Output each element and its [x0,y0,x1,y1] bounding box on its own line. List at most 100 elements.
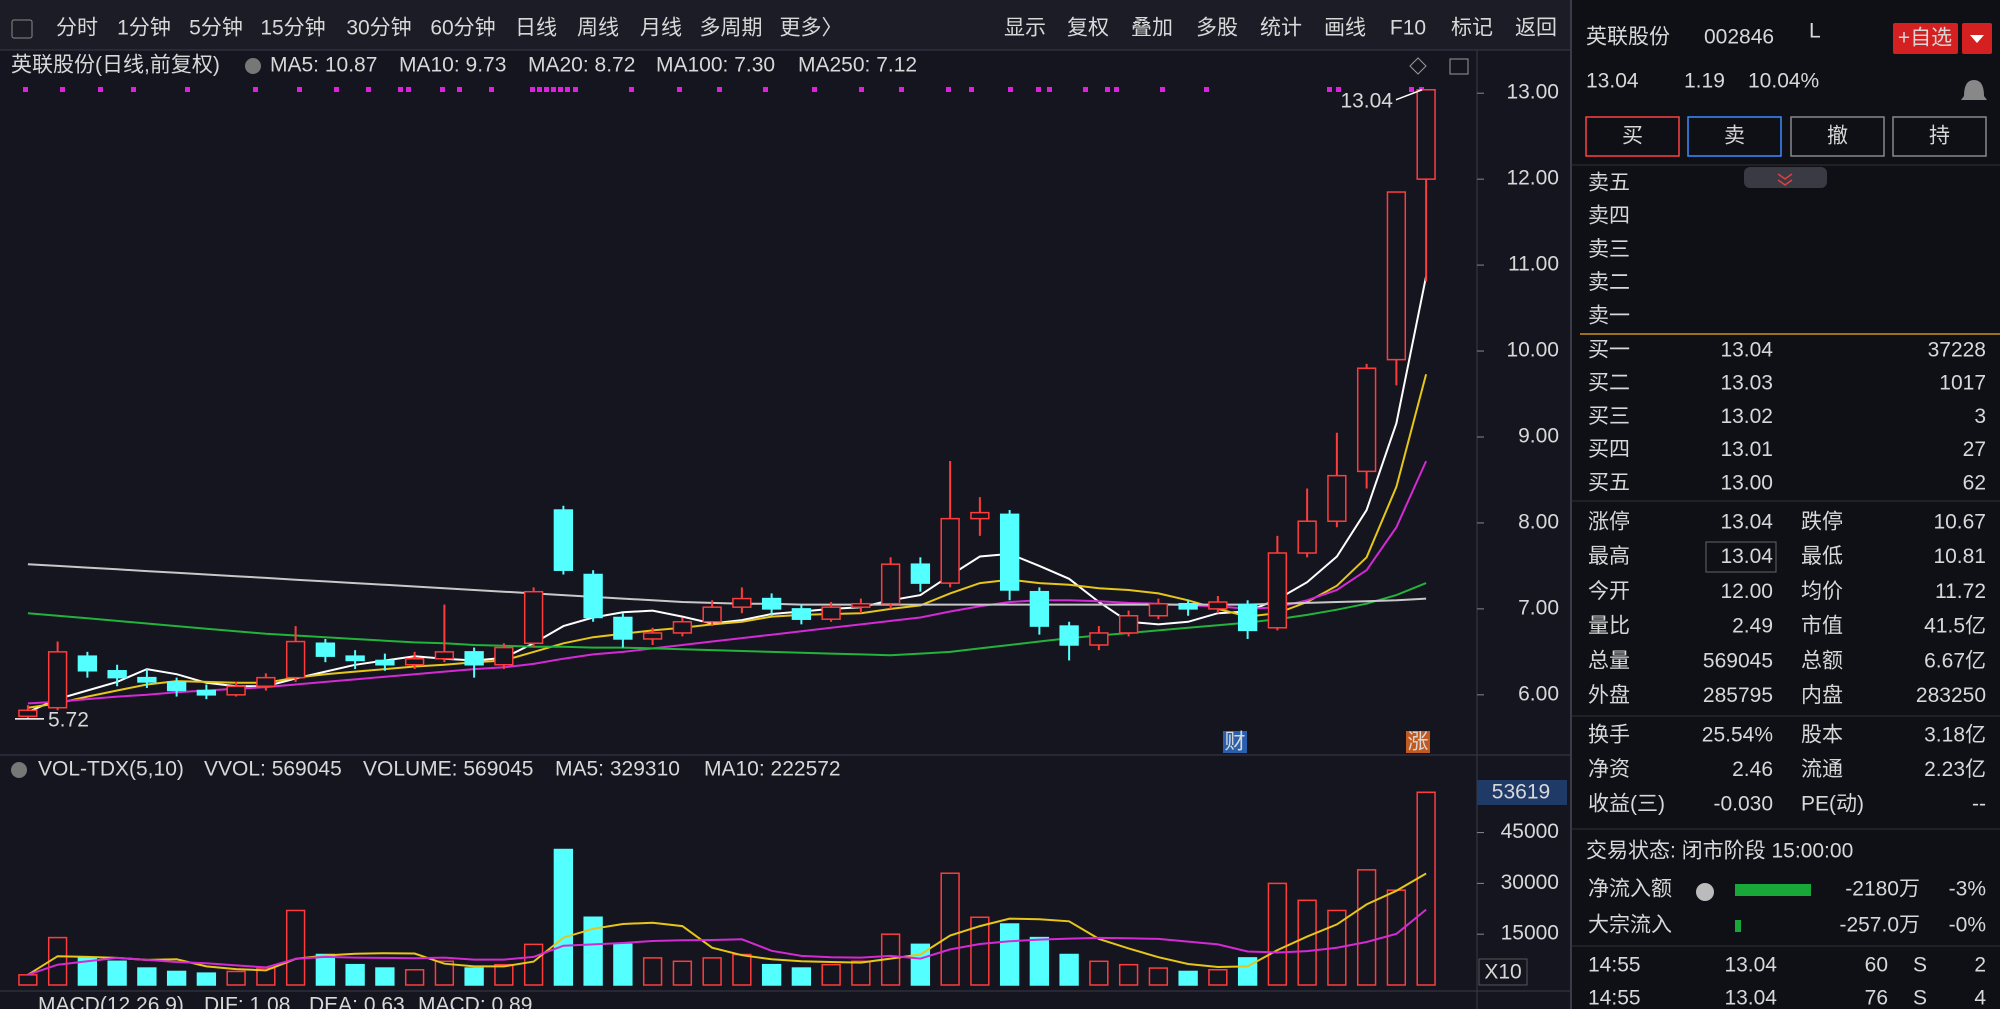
stat-value: -- [1972,793,1986,816]
tool-button[interactable]: 统计 [1260,17,1302,40]
candle-body [999,513,1020,591]
high-label: 13.04 [1340,89,1393,112]
period-tab[interactable]: 月线 [640,17,682,40]
stat-label: 跌停 [1801,511,1843,534]
panel-icon[interactable] [1449,58,1469,75]
menu-icon[interactable] [11,19,33,39]
quote-panel: 英联股份 002846 L +自选 13.04 1.19 10.04% 买 卖 撤 持卖五卖四卖三卖… [1571,20,2000,1009]
stat-value: 11.72 [1935,580,1986,603]
dropdown-arrow [1970,35,1984,43]
last-price: 13.04 [1586,70,1639,93]
event-marker[interactable] [1406,731,1430,753]
event-dot [398,87,403,92]
volume-bar [196,972,217,986]
flow-bar [1735,920,1741,932]
trade-button[interactable] [1790,116,1885,157]
candle-body [1029,590,1050,627]
legend-entry: MA250: 7.12 [798,54,917,77]
volume-bar [494,963,514,986]
event-dot [551,87,556,92]
trade-button-label: 撤 [1827,125,1848,148]
collapse-tab[interactable] [1744,167,1827,188]
tool-button[interactable]: 多股 [1196,17,1238,40]
volume-bar [791,967,812,986]
tool-button[interactable]: 显示 [1004,17,1046,40]
stat-label: 今开 [1588,580,1630,603]
tool-button[interactable]: 返回 [1515,17,1557,40]
legend-entry: MA10: 222572 [704,758,841,781]
candle-body [315,642,336,657]
trade-button[interactable] [1892,116,1987,157]
info-icon[interactable] [1696,883,1714,901]
period-tab[interactable]: 更多〉 [780,17,843,40]
diamond-icon[interactable] [1409,57,1427,75]
event-dot [629,87,634,92]
tick-price: 13.04 [1724,954,1777,977]
event-dot [859,87,864,92]
volume-bar [1178,970,1198,986]
volume-chart: VOL-TDX(5,10) VVOL: 569045 VOLUME: 569045 M… [11,758,1567,986]
candle-body [553,509,574,571]
volume-title: VOL-TDX(5,10) [38,758,184,781]
event-dot [1160,87,1165,92]
trade-button[interactable] [1585,116,1680,157]
event-dot [573,87,578,92]
tool-button[interactable]: 画线 [1324,17,1366,40]
stat-value: 12.00 [1720,580,1773,603]
event-dot [23,87,28,92]
price-change: 1.19 [1684,70,1725,93]
tool-button[interactable]: 标记 [1451,17,1493,40]
tool-button[interactable]: 叠加 [1131,17,1173,40]
period-tab[interactable]: 多周期 [700,17,763,40]
volume-bar [1148,967,1169,986]
volume-readout: VVOL: 569045 [204,758,342,781]
period-tab[interactable]: 1分钟 [117,17,171,40]
event-dot [185,87,190,92]
watch-button[interactable] [1893,23,1958,54]
candle-body [642,632,663,640]
volume-bar [18,974,38,986]
volume-bar [523,943,544,986]
volume-bar [315,953,336,986]
flow-value: -257.0万 [1839,914,1920,937]
ask-label: 卖四 [1588,205,1630,228]
candle-body [404,657,425,666]
volume-bar [464,967,484,986]
period-tab[interactable]: 5分钟 [189,17,243,40]
tick-volume: 76 [1865,987,1888,1009]
high-arrow [1395,89,1423,101]
trade-button[interactable] [1687,116,1782,157]
period-tab[interactable]: 日线 [515,17,557,40]
bell-icon [1961,80,1987,100]
period-tab[interactable]: 60分钟 [430,17,495,40]
stat-value: 2.46 [1732,758,1773,781]
stat-value: 41.5亿 [1924,615,1986,638]
y-tick-label: 9.00 [1518,425,1559,448]
volume-bar [999,923,1020,986]
volume-bar [851,960,871,986]
stat-value: 2.23亿 [1924,758,1986,781]
candle-body [523,590,544,645]
volume-bar [107,960,127,986]
event-marker[interactable] [1223,731,1247,753]
event-dot [98,87,103,92]
period-tab[interactable]: 周线 [577,17,619,40]
ask-label: 卖三 [1588,238,1630,261]
period-tab[interactable]: 15分钟 [260,17,325,40]
period-tab[interactable]: 30分钟 [346,17,411,40]
event-dot [1327,87,1332,92]
event-dot [440,87,445,92]
tool-button[interactable]: F10 [1390,17,1426,40]
stat-label: 净资 [1588,758,1630,781]
period-tab[interactable]: 分时 [56,17,98,40]
event-dot [537,87,542,92]
tick-count: 4 [1974,987,1986,1009]
event-dot [1008,87,1013,92]
volume-bar [285,909,306,986]
volume-bar [672,960,693,986]
tool-button[interactable]: 复权 [1067,17,1109,40]
event-dot [677,87,682,92]
volume-bar [1029,936,1050,986]
legend-entry: MA5: 10.87 [270,54,377,77]
